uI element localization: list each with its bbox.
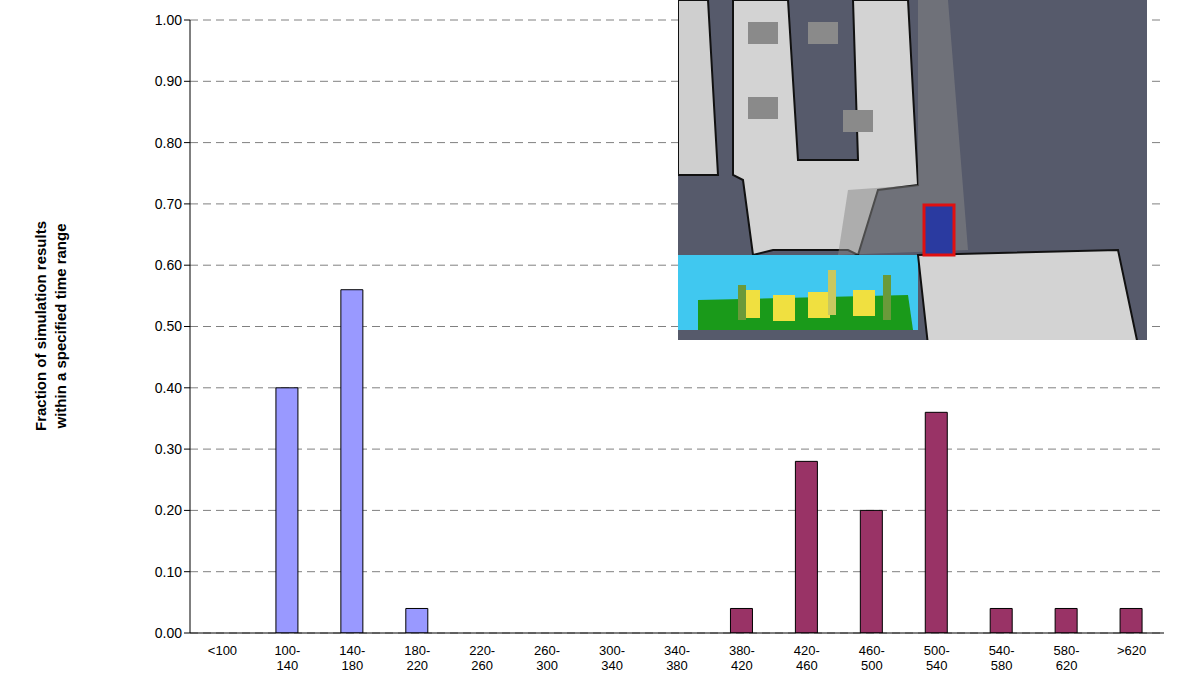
- svg-text:0.10: 0.10: [155, 564, 182, 580]
- svg-text:0.60: 0.60: [155, 257, 182, 273]
- svg-text:>620: >620: [1117, 643, 1146, 658]
- svg-text:0.90: 0.90: [155, 73, 182, 89]
- svg-text:140-180: 140-180: [339, 643, 365, 673]
- svg-text:1.00: 1.00: [155, 12, 182, 28]
- svg-text:300-340: 300-340: [599, 643, 625, 673]
- svg-text:0.50: 0.50: [155, 318, 182, 334]
- svg-text:540-580: 540-580: [989, 643, 1015, 673]
- svg-text:500-540: 500-540: [924, 643, 950, 673]
- svg-text:460-500: 460-500: [859, 643, 885, 673]
- svg-text:580-620: 580-620: [1054, 643, 1080, 673]
- svg-text:Fraction of simulation results: Fraction of simulation resultswithin a s…: [32, 221, 69, 431]
- svg-text:380-420: 380-420: [729, 643, 755, 673]
- svg-text:0.00: 0.00: [155, 625, 182, 641]
- svg-text:220-260: 220-260: [469, 643, 495, 673]
- svg-text:340-380: 340-380: [664, 643, 690, 673]
- svg-text:0.20: 0.20: [155, 502, 182, 518]
- svg-text:<100: <100: [208, 643, 237, 658]
- svg-text:420-460: 420-460: [794, 643, 820, 673]
- svg-text:0.70: 0.70: [155, 196, 182, 212]
- svg-text:0.30: 0.30: [155, 441, 182, 457]
- svg-text:100-140: 100-140: [274, 643, 300, 673]
- svg-text:180-220: 180-220: [404, 643, 430, 673]
- svg-text:0.40: 0.40: [155, 380, 182, 396]
- svg-text:0.80: 0.80: [155, 135, 182, 151]
- svg-text:260-300: 260-300: [534, 643, 560, 673]
